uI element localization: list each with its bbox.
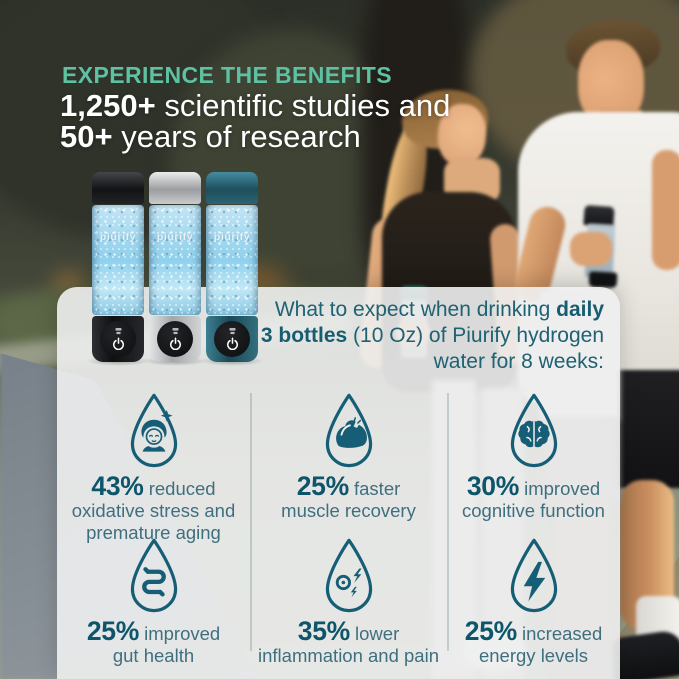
benefit-item: 25% increased energy levels [447,536,620,667]
bottle-logo: piurify [99,231,137,243]
column-divider [250,393,252,651]
brain-icon [510,393,557,468]
product-bottles: piurify piurify [86,172,264,366]
power-button [214,321,250,357]
power-icon [226,337,238,350]
power-button [100,321,136,357]
benefit-item: 25% faster muscle recovery [250,391,447,536]
power-button [157,321,193,357]
bottle-base [149,316,201,362]
power-icon [169,337,181,350]
anti-aging-face-icon [130,393,177,468]
headline-line1: 1,250+ scientific studies and [60,88,451,123]
bottle-cap [92,172,144,204]
bottle-glass: piurify [149,205,201,315]
product-bottle-black: piurify [86,172,150,366]
column-divider [447,393,449,651]
gut-icon [130,538,177,613]
bottle-logo: piurify [156,231,194,243]
display-icon [228,328,236,335]
eyebrow-heading: EXPERIENCE THE BENEFITS [62,62,392,88]
benefit-item: 35% lower inflammation and pain [250,536,447,667]
energy-bolt-icon [510,538,557,613]
benefits-grid: 43% reduced oxidative stress and prematu… [57,391,620,667]
bottle-base [92,316,144,362]
intro-text: What to expect when drinking daily 3 bot… [260,298,604,373]
bottle-glass: piurify [92,205,144,315]
bottle-glass: piurify [206,205,258,315]
product-bottle-silver: piurify [143,172,207,366]
headline-line2: 50+ years of research [60,119,361,154]
benefit-item: 30% improved cognitive function [447,391,620,536]
benefit-item: 43% reduced oxidative stress and prematu… [57,391,250,543]
muscle-icon [325,393,372,468]
man-far-arm [652,150,679,270]
bottle-base [206,316,258,362]
benefit-item: 25% improved gut health [57,536,250,667]
display-icon [171,328,179,335]
bottle-cap [149,172,201,204]
man-hand [570,232,612,266]
bottle-logo: piurify [213,231,251,243]
bottle-cap [206,172,258,204]
pain-relief-icon [325,538,372,613]
power-icon [112,337,124,350]
headline: 1,250+ scientific studies and 50+ years … [60,90,450,152]
display-icon [114,328,122,335]
product-bottle-teal: piurify [200,172,264,366]
